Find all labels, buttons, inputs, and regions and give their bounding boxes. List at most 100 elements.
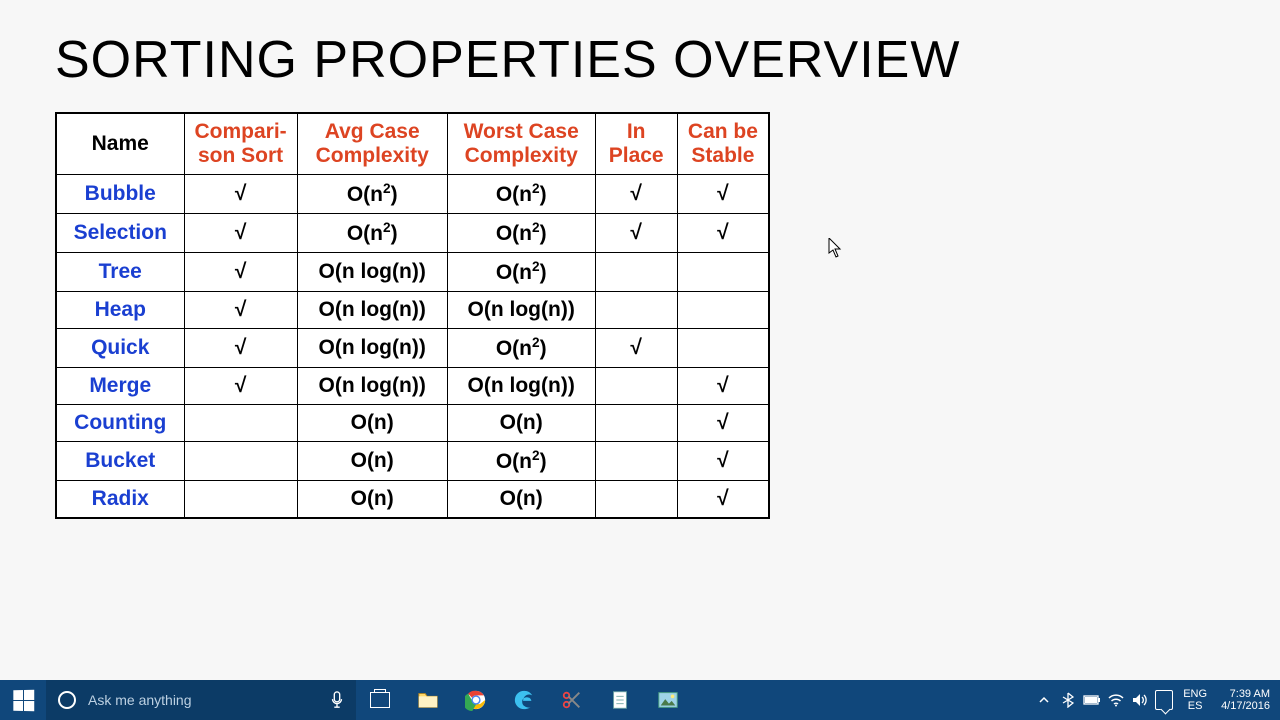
- cell-stable: √: [677, 214, 769, 253]
- cell-name: Bucket: [56, 442, 184, 481]
- table-row: Merge√O(n log(n))O(n log(n))√: [56, 368, 769, 405]
- cell-name: Merge: [56, 368, 184, 405]
- mouse-cursor-icon: [828, 238, 842, 258]
- taskbar-app-image-viewer[interactable]: [644, 680, 692, 720]
- chrome-icon: [465, 689, 487, 711]
- cell-inplace: [595, 292, 677, 329]
- cell-worst: O(n2): [447, 442, 595, 481]
- task-view-icon: [370, 692, 390, 708]
- task-view-button[interactable]: [356, 680, 404, 720]
- cell-stable: √: [677, 442, 769, 481]
- presentation-slide: Sorting Properties Overview Name Compari…: [0, 0, 1280, 680]
- slide-title: Sorting Properties Overview: [55, 30, 1225, 90]
- cell-avg: O(n): [297, 442, 447, 481]
- cell-name: Tree: [56, 253, 184, 292]
- cell-comparison: [184, 481, 297, 519]
- cell-comparison: √: [184, 329, 297, 368]
- cell-stable: [677, 253, 769, 292]
- col-header-name: Name: [56, 113, 184, 175]
- tray-action-center-icon[interactable]: [1155, 691, 1173, 709]
- cell-avg: O(n2): [297, 175, 447, 214]
- table-row: Heap√O(n log(n))O(n log(n)): [56, 292, 769, 329]
- table-row: Selection√O(n2)O(n2)√√: [56, 214, 769, 253]
- cell-stable: √: [677, 481, 769, 519]
- cell-inplace: [595, 405, 677, 442]
- taskbar-app-chrome[interactable]: [452, 680, 500, 720]
- table-row: Quick√O(n log(n))O(n2)√: [56, 329, 769, 368]
- file-explorer-icon: [417, 689, 439, 711]
- table-header-row: Name Compari-son Sort Avg Case Complexit…: [56, 113, 769, 175]
- cell-name: Heap: [56, 292, 184, 329]
- cell-stable: √: [677, 405, 769, 442]
- taskbar-app-file-explorer[interactable]: [404, 680, 452, 720]
- col-header-comparison: Compari-son Sort: [184, 113, 297, 175]
- tray-language[interactable]: ENG ES: [1179, 688, 1211, 712]
- cell-comparison: √: [184, 175, 297, 214]
- cell-stable: √: [677, 368, 769, 405]
- cell-inplace: [595, 442, 677, 481]
- cell-worst: O(n2): [447, 253, 595, 292]
- table-row: Tree√O(n log(n))O(n2): [56, 253, 769, 292]
- cell-comparison: √: [184, 253, 297, 292]
- notepad-icon: [609, 689, 631, 711]
- cell-worst: O(n2): [447, 329, 595, 368]
- cell-comparison: √: [184, 292, 297, 329]
- cell-inplace: [595, 253, 677, 292]
- cell-stable: [677, 329, 769, 368]
- cell-worst: O(n2): [447, 175, 595, 214]
- windows-taskbar: Ask me anything: [0, 680, 1280, 720]
- cell-worst: O(n): [447, 405, 595, 442]
- taskbar-app-notepad[interactable]: [596, 680, 644, 720]
- table-row: RadixO(n)O(n)√: [56, 481, 769, 519]
- cell-name: Quick: [56, 329, 184, 368]
- cell-worst: O(n2): [447, 214, 595, 253]
- cell-worst: O(n log(n)): [447, 292, 595, 329]
- cell-name: Bubble: [56, 175, 184, 214]
- tray-chevron-up-icon[interactable]: [1035, 691, 1053, 709]
- cell-avg: O(n log(n)): [297, 253, 447, 292]
- image-viewer-icon: [657, 689, 679, 711]
- taskbar-app-snipping[interactable]: [548, 680, 596, 720]
- edge-icon: [513, 689, 535, 711]
- cell-avg: O(n): [297, 405, 447, 442]
- sorting-table: Name Compari-son Sort Avg Case Complexit…: [55, 112, 770, 519]
- cell-name: Counting: [56, 405, 184, 442]
- col-header-stable: Can beStable: [677, 113, 769, 175]
- system-tray: ENG ES 7:39 AM 4/17/2016: [1035, 688, 1280, 712]
- cortana-icon: [58, 691, 76, 709]
- cell-name: Selection: [56, 214, 184, 253]
- tray-battery-icon[interactable]: [1083, 691, 1101, 709]
- table-row: Bubble√O(n2)O(n2)√√: [56, 175, 769, 214]
- table-row: Counting O(n)O(n) √: [56, 405, 769, 442]
- tray-volume-icon[interactable]: [1131, 691, 1149, 709]
- tray-clock[interactable]: 7:39 AM 4/17/2016: [1217, 688, 1274, 712]
- search-placeholder: Ask me anything: [88, 692, 192, 708]
- microphone-icon[interactable]: [330, 691, 344, 709]
- tray-wifi-icon[interactable]: [1107, 691, 1125, 709]
- table-row: Bucket O(n)O(n2) √: [56, 442, 769, 481]
- cell-inplace: √: [595, 175, 677, 214]
- cell-avg: O(n2): [297, 214, 447, 253]
- taskbar-app-edge[interactable]: [500, 680, 548, 720]
- cell-name: Radix: [56, 481, 184, 519]
- cell-inplace: [595, 368, 677, 405]
- scissors-icon: [561, 689, 583, 711]
- cell-worst: O(n): [447, 481, 595, 519]
- col-header-inplace: InPlace: [595, 113, 677, 175]
- cell-worst: O(n log(n)): [447, 368, 595, 405]
- windows-logo-icon: [13, 689, 34, 711]
- cell-comparison: [184, 442, 297, 481]
- start-button[interactable]: [0, 680, 46, 720]
- tray-bluetooth-icon[interactable]: [1059, 691, 1077, 709]
- cell-comparison: √: [184, 368, 297, 405]
- col-header-avg: Avg Case Complexity: [297, 113, 447, 175]
- cell-comparison: [184, 405, 297, 442]
- cell-inplace: [595, 481, 677, 519]
- cortana-search-box[interactable]: Ask me anything: [46, 680, 356, 720]
- cell-stable: [677, 292, 769, 329]
- cell-inplace: √: [595, 214, 677, 253]
- cell-comparison: √: [184, 214, 297, 253]
- cell-avg: O(n log(n)): [297, 292, 447, 329]
- cell-avg: O(n log(n)): [297, 329, 447, 368]
- cell-avg: O(n log(n)): [297, 368, 447, 405]
